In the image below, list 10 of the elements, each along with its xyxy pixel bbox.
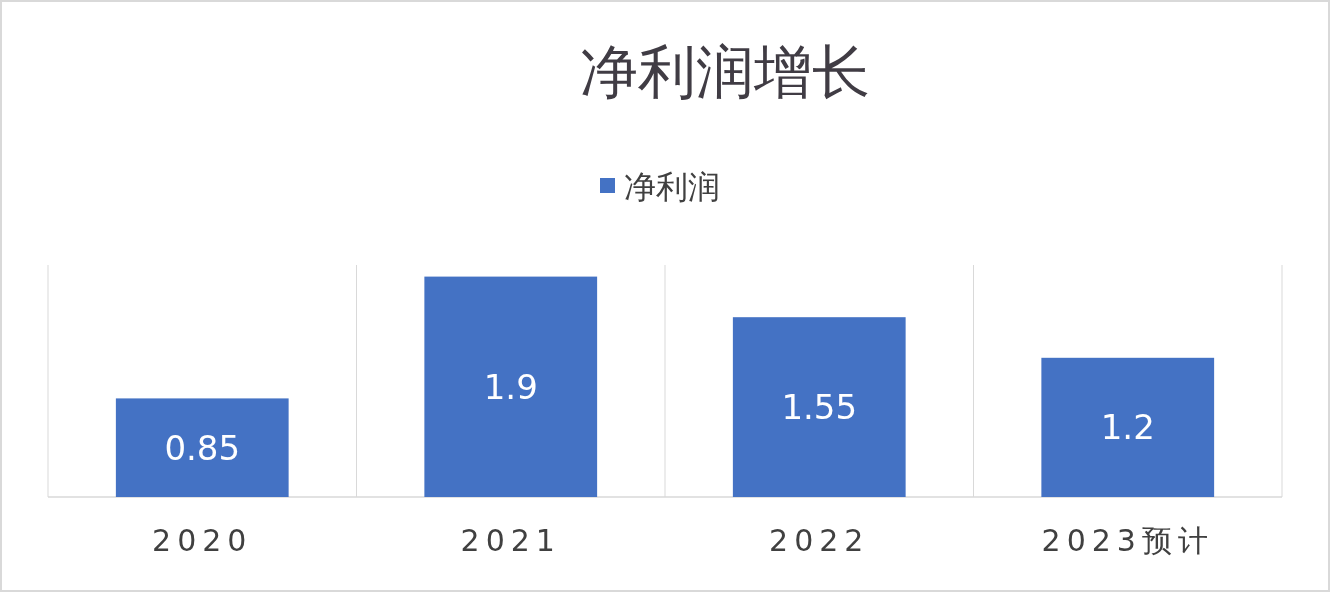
x-tick-label: 2021 [460,523,561,558]
data-label: 1.55 [781,387,858,428]
title: 净利润增长 [580,38,870,106]
legend-label: 净利润 [624,168,720,206]
x-tick-label: 2023预计 [1041,523,1214,558]
x-tick-label: 2022 [769,523,870,558]
data-label: 1.9 [483,366,538,407]
x-tick-label: 2020 [152,523,253,558]
data-label: 1.2 [1100,407,1155,448]
data-label: 0.85 [164,427,241,468]
